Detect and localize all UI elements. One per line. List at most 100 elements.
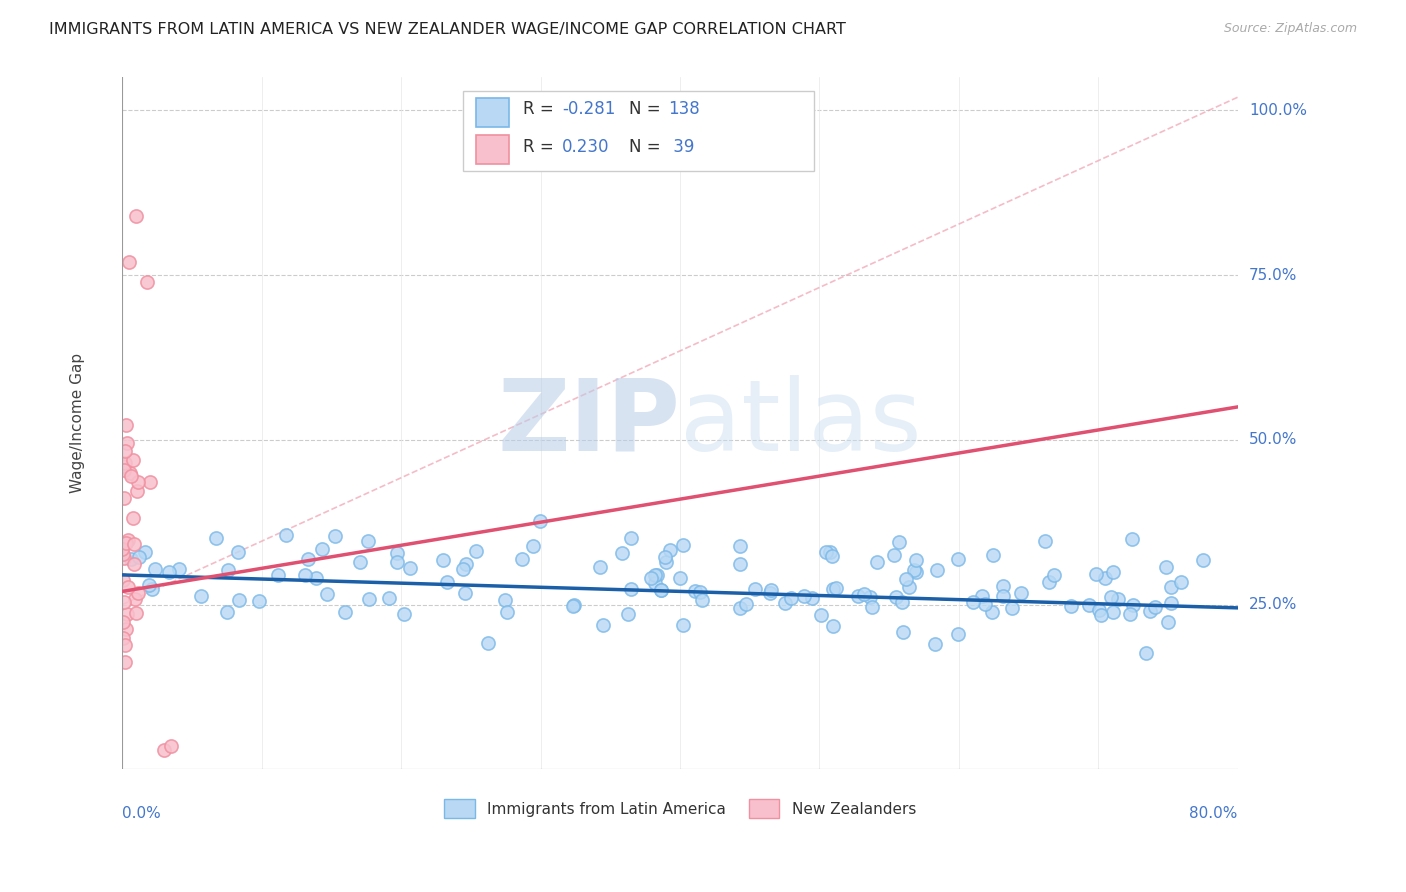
Text: 50.0%: 50.0% bbox=[1249, 433, 1298, 448]
Point bbox=[357, 592, 380, 607]
Point bbox=[1033, 534, 1056, 549]
Point bbox=[125, 483, 148, 498]
Text: -0.281: -0.281 bbox=[562, 100, 616, 118]
Point bbox=[1144, 599, 1167, 614]
Point bbox=[1192, 553, 1215, 567]
Point bbox=[122, 511, 145, 525]
Point bbox=[645, 568, 668, 582]
Point bbox=[477, 636, 499, 650]
Point bbox=[887, 534, 910, 549]
Point bbox=[205, 531, 228, 545]
Point bbox=[820, 549, 842, 564]
Point bbox=[1010, 586, 1032, 600]
Text: 80.0%: 80.0% bbox=[1189, 805, 1237, 821]
Point bbox=[125, 209, 148, 223]
Point bbox=[128, 549, 150, 564]
Point bbox=[114, 456, 136, 470]
Point bbox=[357, 534, 380, 549]
Point bbox=[1001, 601, 1024, 615]
Point bbox=[305, 571, 328, 585]
Point bbox=[114, 535, 136, 549]
Point bbox=[780, 591, 803, 605]
Point bbox=[689, 584, 711, 599]
Point bbox=[294, 567, 316, 582]
Text: 100.0%: 100.0% bbox=[1249, 103, 1308, 118]
Point bbox=[904, 566, 927, 580]
Point bbox=[883, 548, 905, 562]
Point bbox=[1160, 580, 1182, 594]
Point bbox=[981, 548, 1004, 562]
Point bbox=[962, 595, 984, 609]
Point bbox=[821, 582, 844, 597]
Point bbox=[744, 582, 766, 596]
Point bbox=[228, 592, 250, 607]
Point bbox=[1135, 646, 1157, 660]
Point bbox=[1060, 599, 1083, 613]
Point bbox=[859, 591, 882, 605]
Point bbox=[644, 576, 666, 591]
Point bbox=[1157, 615, 1180, 629]
Point bbox=[1160, 596, 1182, 610]
Point bbox=[1077, 598, 1099, 612]
Point bbox=[1099, 590, 1122, 604]
Point bbox=[138, 577, 160, 591]
FancyBboxPatch shape bbox=[475, 98, 509, 127]
Point bbox=[111, 631, 134, 645]
Point bbox=[385, 555, 408, 569]
Text: 0.0%: 0.0% bbox=[122, 805, 162, 821]
Text: 0.230: 0.230 bbox=[562, 138, 609, 156]
Point bbox=[891, 624, 914, 639]
Point bbox=[672, 618, 695, 632]
Point bbox=[853, 587, 876, 601]
Point bbox=[728, 539, 751, 553]
Point bbox=[616, 607, 638, 621]
Point bbox=[333, 606, 356, 620]
Point bbox=[274, 528, 297, 542]
Point bbox=[800, 591, 823, 605]
Point bbox=[124, 591, 146, 606]
Point bbox=[112, 463, 135, 477]
Point bbox=[669, 572, 692, 586]
Text: 138: 138 bbox=[668, 100, 700, 118]
Point bbox=[226, 545, 249, 559]
Point bbox=[620, 582, 643, 596]
Point bbox=[436, 575, 458, 590]
Point bbox=[650, 582, 672, 597]
Point bbox=[948, 627, 970, 641]
Point bbox=[1088, 603, 1111, 617]
Point bbox=[610, 546, 633, 560]
Point bbox=[891, 595, 914, 609]
Text: IMMIGRANTS FROM LATIN AMERICA VS NEW ZEALANDER WAGE/INCOME GAP CORRELATION CHART: IMMIGRANTS FROM LATIN AMERICA VS NEW ZEA… bbox=[49, 22, 846, 37]
Point bbox=[117, 533, 139, 547]
Text: Source: ZipAtlas.com: Source: ZipAtlas.com bbox=[1223, 22, 1357, 36]
Legend: Immigrants from Latin America, New Zealanders: Immigrants from Latin America, New Zeala… bbox=[439, 793, 922, 824]
Point bbox=[654, 550, 676, 565]
Point bbox=[122, 453, 145, 467]
Point bbox=[217, 563, 239, 577]
Text: N =: N = bbox=[628, 100, 665, 118]
Point bbox=[592, 618, 614, 632]
Point bbox=[115, 436, 138, 450]
Point bbox=[451, 562, 474, 576]
Point bbox=[991, 579, 1014, 593]
Point bbox=[860, 599, 883, 614]
Point bbox=[399, 561, 422, 575]
Point bbox=[323, 528, 346, 542]
Point bbox=[620, 531, 643, 545]
Point bbox=[980, 605, 1002, 619]
Point bbox=[773, 596, 796, 610]
Point bbox=[157, 565, 180, 579]
Point bbox=[454, 586, 477, 600]
Point bbox=[659, 543, 682, 558]
Point bbox=[114, 655, 136, 669]
Point bbox=[810, 608, 832, 623]
Text: 75.0%: 75.0% bbox=[1249, 268, 1298, 283]
Point bbox=[392, 607, 415, 621]
Point bbox=[124, 557, 146, 571]
Point bbox=[589, 560, 612, 574]
Point bbox=[120, 551, 142, 566]
Point bbox=[114, 638, 136, 652]
Point bbox=[297, 552, 319, 566]
Point bbox=[510, 551, 533, 566]
Point bbox=[1119, 607, 1142, 622]
